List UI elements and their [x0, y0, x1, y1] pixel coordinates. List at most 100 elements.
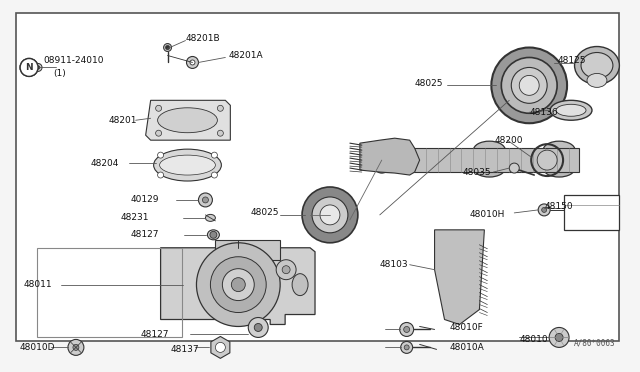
Text: A/80*0063: A/80*0063	[574, 339, 616, 347]
Circle shape	[549, 327, 569, 347]
Circle shape	[222, 269, 254, 301]
Ellipse shape	[575, 46, 620, 84]
Circle shape	[276, 260, 296, 280]
Circle shape	[156, 105, 161, 111]
Text: 48201: 48201	[109, 116, 138, 125]
Circle shape	[202, 197, 209, 203]
Circle shape	[320, 205, 340, 225]
Circle shape	[519, 76, 539, 95]
Circle shape	[73, 344, 79, 350]
Text: 48231: 48231	[121, 214, 149, 222]
Ellipse shape	[154, 149, 221, 181]
Circle shape	[401, 341, 413, 353]
Text: 48204: 48204	[91, 158, 119, 167]
Bar	[16, 13, 619, 341]
Circle shape	[157, 152, 164, 158]
Text: N: N	[25, 63, 33, 72]
Circle shape	[196, 243, 280, 327]
Text: 48127: 48127	[141, 330, 169, 339]
Text: 48025: 48025	[250, 208, 279, 217]
Circle shape	[511, 67, 547, 103]
Circle shape	[198, 193, 212, 207]
Polygon shape	[161, 248, 315, 324]
Ellipse shape	[474, 141, 506, 159]
Circle shape	[218, 105, 223, 111]
Circle shape	[20, 58, 38, 76]
Polygon shape	[435, 230, 484, 324]
Text: 48010H: 48010H	[469, 211, 505, 219]
Text: 48201A: 48201A	[228, 51, 263, 60]
Text: 40129: 40129	[131, 195, 159, 205]
Text: 48150: 48150	[544, 202, 573, 211]
Text: 48010D: 48010D	[19, 343, 54, 352]
Circle shape	[254, 324, 262, 331]
Circle shape	[186, 57, 198, 68]
Circle shape	[231, 278, 245, 292]
Circle shape	[538, 204, 550, 216]
Ellipse shape	[292, 274, 308, 296]
Circle shape	[555, 333, 563, 341]
Circle shape	[248, 318, 268, 337]
Text: (1): (1)	[53, 69, 66, 78]
Ellipse shape	[376, 152, 388, 168]
Circle shape	[156, 130, 161, 136]
Ellipse shape	[205, 214, 216, 221]
Ellipse shape	[550, 100, 592, 120]
Text: 48010F: 48010F	[449, 323, 483, 332]
Circle shape	[34, 64, 42, 71]
Circle shape	[216, 342, 225, 352]
Bar	[564, 195, 619, 230]
Circle shape	[282, 266, 290, 274]
Bar	[37, 248, 182, 337]
Circle shape	[211, 152, 218, 158]
Bar	[216, 240, 280, 260]
Polygon shape	[380, 148, 579, 172]
Ellipse shape	[587, 73, 607, 87]
Text: 08911-24010: 08911-24010	[43, 56, 104, 65]
Circle shape	[312, 197, 348, 233]
Ellipse shape	[543, 141, 575, 159]
Circle shape	[210, 231, 217, 238]
Polygon shape	[146, 100, 230, 140]
Circle shape	[68, 339, 84, 355]
Circle shape	[166, 45, 170, 49]
Ellipse shape	[543, 159, 575, 177]
Text: 48125: 48125	[557, 56, 586, 65]
Text: 48011: 48011	[23, 280, 52, 289]
Circle shape	[509, 163, 519, 173]
Text: 48136: 48136	[529, 108, 558, 117]
Circle shape	[211, 257, 266, 312]
Text: 48137: 48137	[171, 345, 199, 354]
Circle shape	[218, 130, 223, 136]
Circle shape	[20, 58, 38, 76]
Text: 48010: 48010	[519, 335, 548, 344]
Ellipse shape	[581, 52, 613, 78]
Circle shape	[501, 58, 557, 113]
Circle shape	[157, 172, 164, 178]
Text: 48010A: 48010A	[449, 343, 484, 352]
Circle shape	[164, 44, 172, 51]
Ellipse shape	[556, 104, 586, 116]
Circle shape	[190, 60, 195, 65]
Text: 48200: 48200	[494, 136, 523, 145]
Ellipse shape	[372, 147, 392, 173]
Text: 48201B: 48201B	[186, 34, 220, 43]
Ellipse shape	[157, 108, 218, 133]
Text: 48103: 48103	[380, 260, 408, 269]
Circle shape	[404, 345, 409, 350]
Text: 48127: 48127	[131, 230, 159, 239]
Ellipse shape	[207, 230, 220, 240]
Ellipse shape	[159, 155, 216, 175]
Circle shape	[400, 323, 413, 336]
Circle shape	[36, 66, 40, 69]
Circle shape	[211, 172, 218, 178]
Text: N: N	[26, 63, 33, 72]
Polygon shape	[211, 336, 230, 358]
Ellipse shape	[474, 159, 506, 177]
Circle shape	[302, 187, 358, 243]
Text: 48035: 48035	[463, 167, 491, 177]
Text: 48025: 48025	[415, 79, 443, 88]
Circle shape	[541, 208, 547, 212]
Polygon shape	[360, 138, 420, 175]
Circle shape	[537, 150, 557, 170]
